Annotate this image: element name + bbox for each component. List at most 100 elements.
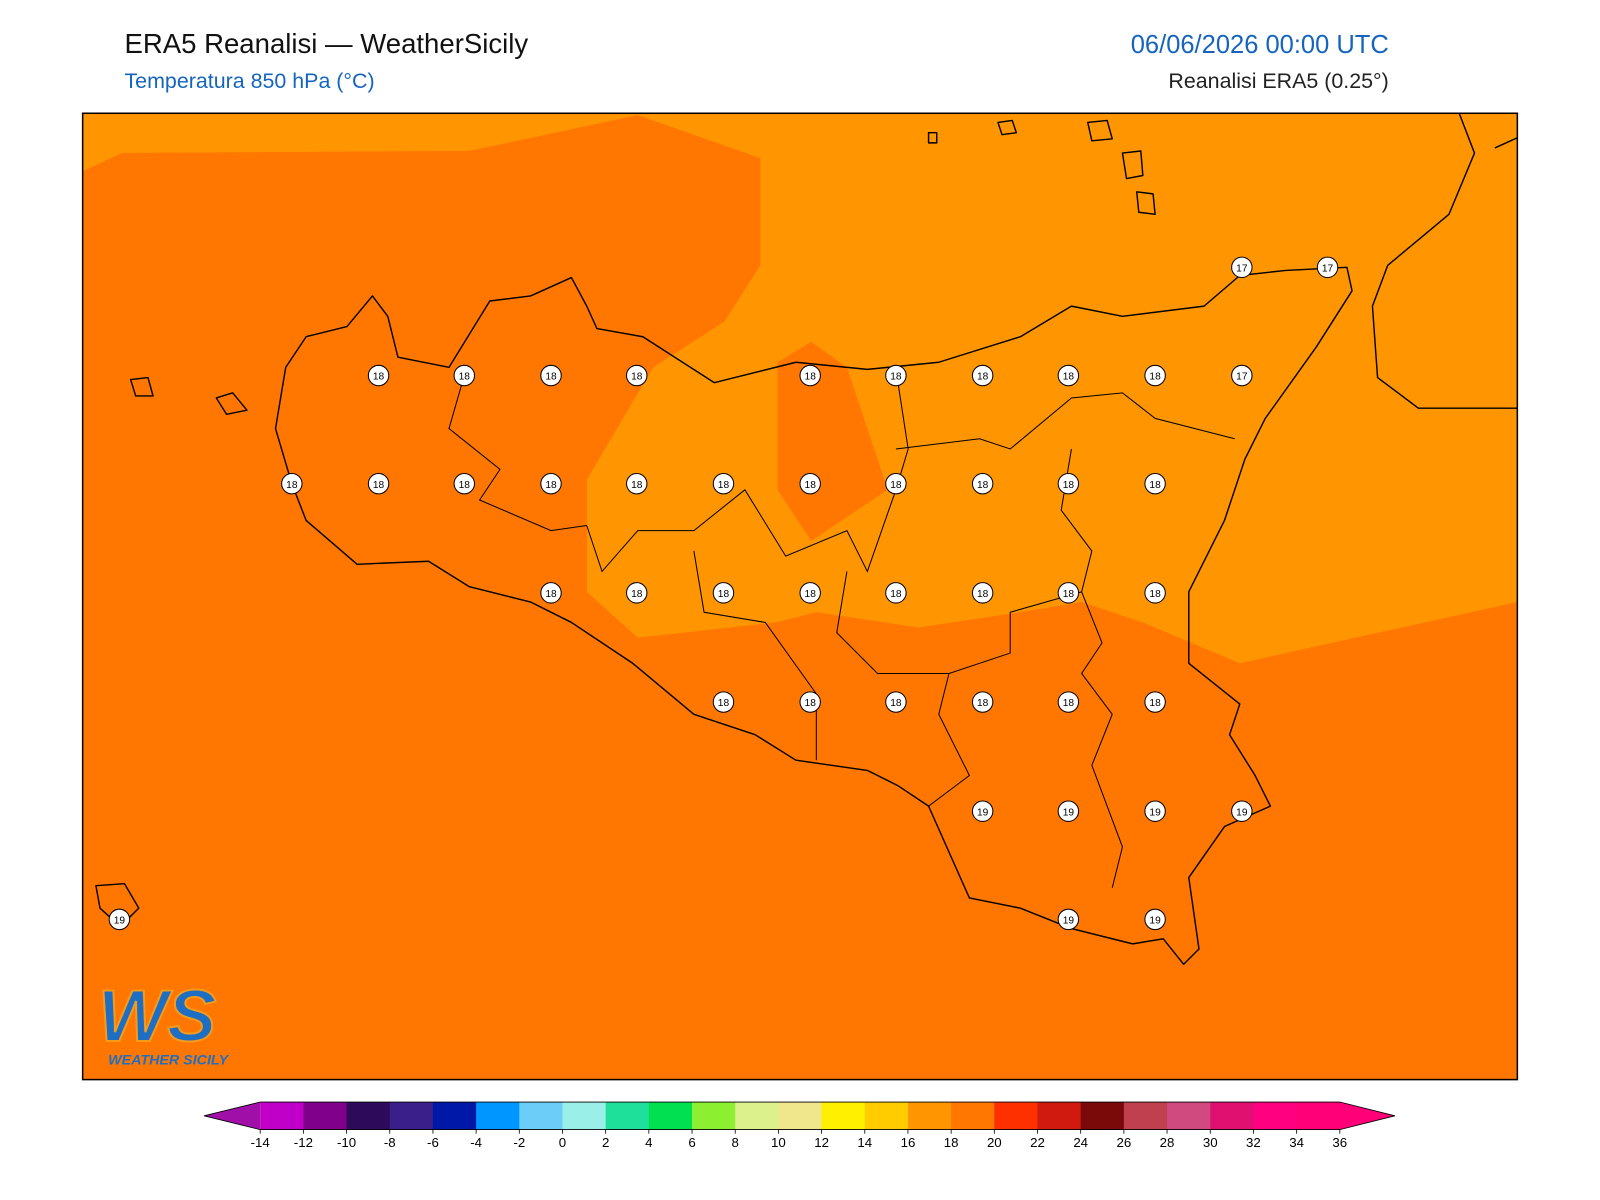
- station: 18: [1057, 582, 1080, 604]
- station: 18: [1057, 691, 1080, 713]
- logo-text: WEATHER SICILY: [108, 1052, 229, 1068]
- station-marker: [971, 582, 994, 604]
- station-label: 17: [1322, 263, 1334, 274]
- station-label: 18: [1149, 372, 1161, 383]
- colorbar-bin: [821, 1102, 866, 1130]
- province-borders: [448, 369, 1235, 888]
- station-marker: [799, 472, 821, 495]
- station: 18: [971, 691, 994, 713]
- station-marker: [1057, 908, 1080, 931]
- station-marker: [971, 800, 994, 822]
- station-label: 18: [890, 589, 902, 600]
- station-marker: [367, 472, 390, 495]
- colorbar-bin: [562, 1102, 607, 1130]
- colorbar-bin: [692, 1102, 736, 1130]
- station-label: 19: [1063, 915, 1075, 926]
- station: 19: [971, 800, 994, 822]
- station: 18: [712, 582, 735, 604]
- station-marker: [799, 364, 821, 387]
- station-label: 18: [373, 480, 385, 491]
- station-marker: [1231, 364, 1253, 387]
- station: 18: [971, 472, 994, 495]
- station: 18: [885, 364, 907, 387]
- station-marker: [453, 472, 475, 495]
- colorbar-tick-label: -10: [337, 1135, 356, 1150]
- station: 18: [1144, 472, 1166, 495]
- station-label: 18: [718, 480, 730, 491]
- station: 18: [453, 364, 475, 387]
- station-marker: [712, 691, 735, 713]
- station: 18: [540, 472, 562, 495]
- station-marker: [453, 364, 475, 387]
- station: 19: [1144, 800, 1166, 822]
- station: 19: [108, 908, 131, 931]
- station-label: 18: [977, 372, 989, 383]
- station-label: 18: [977, 480, 989, 491]
- date: 06/06/2026 00:00 UTC: [1131, 31, 1389, 59]
- station-label: 19: [1236, 807, 1248, 818]
- station: 18: [1057, 364, 1080, 387]
- station: 18: [799, 691, 821, 713]
- station: 18: [367, 472, 390, 495]
- station-label: 19: [1149, 807, 1161, 818]
- station: 18: [367, 364, 390, 387]
- station-marker: [626, 472, 648, 495]
- station: 18: [885, 691, 907, 713]
- station: 18: [626, 582, 648, 604]
- station: 18: [712, 472, 735, 495]
- station-label: 18: [545, 372, 557, 383]
- station-marker: [540, 582, 562, 604]
- logo-mark: WS: [98, 974, 216, 1057]
- station-label: 19: [114, 915, 126, 926]
- station: 18: [626, 472, 648, 495]
- station-marker: [281, 472, 303, 495]
- colorbar-tick-label: -6: [427, 1135, 439, 1150]
- colorbar-bin: [864, 1102, 909, 1130]
- station: 19: [1057, 908, 1080, 931]
- station-label: 18: [631, 589, 643, 600]
- source: Reanalisi ERA5 (0.25°): [1168, 69, 1388, 93]
- station-label: 18: [977, 589, 989, 600]
- station: 18: [885, 582, 907, 604]
- colorbar-tick-label: 2: [602, 1135, 609, 1150]
- station-marker: [712, 582, 735, 604]
- station: 18: [281, 472, 303, 495]
- station-label: 18: [805, 480, 817, 491]
- colorbar-bin: [1123, 1102, 1168, 1130]
- station-marker: [971, 364, 994, 387]
- station: 18: [453, 472, 475, 495]
- station: 18: [540, 364, 562, 387]
- station-marker: [799, 691, 821, 713]
- islands: [95, 119, 1156, 928]
- station: 18: [1144, 364, 1166, 387]
- calabria-coast: [1371, 113, 1518, 409]
- colorbar-tick-label: 16: [901, 1135, 916, 1150]
- station: 19: [1057, 800, 1080, 822]
- colorbar-tick-label: 6: [688, 1135, 695, 1150]
- station-marker: [1144, 691, 1166, 713]
- colorbar-bin: [519, 1102, 563, 1130]
- station: 18: [712, 691, 735, 713]
- station-marker: [971, 691, 994, 713]
- station: 18: [885, 472, 907, 495]
- sicily-coast: [274, 266, 1353, 965]
- colorbar-tick-label: 34: [1289, 1135, 1304, 1150]
- station-label: 18: [718, 698, 730, 709]
- colorbar-tick-label: 22: [1030, 1135, 1045, 1150]
- stations: 17 17 18 18 18 18 18 18 18 18 18 17 18 18 18 18 18 18 18 18…: [108, 256, 1339, 931]
- colorbar-bin: [1080, 1102, 1125, 1130]
- station-marker: [1144, 800, 1166, 822]
- colorbar-tick-label: -14: [251, 1135, 270, 1150]
- station-marker: [1057, 691, 1080, 713]
- colorbar-bin: [432, 1102, 477, 1130]
- station: 18: [626, 364, 648, 387]
- station: 18: [971, 364, 994, 387]
- station-label: 18: [805, 372, 817, 383]
- colorbar-bin: [260, 1102, 304, 1130]
- station: 17: [1316, 256, 1339, 279]
- colorbar-bin: [951, 1102, 995, 1130]
- logo: WS WEATHER SICILY: [97, 973, 230, 1068]
- station-marker: [885, 691, 907, 713]
